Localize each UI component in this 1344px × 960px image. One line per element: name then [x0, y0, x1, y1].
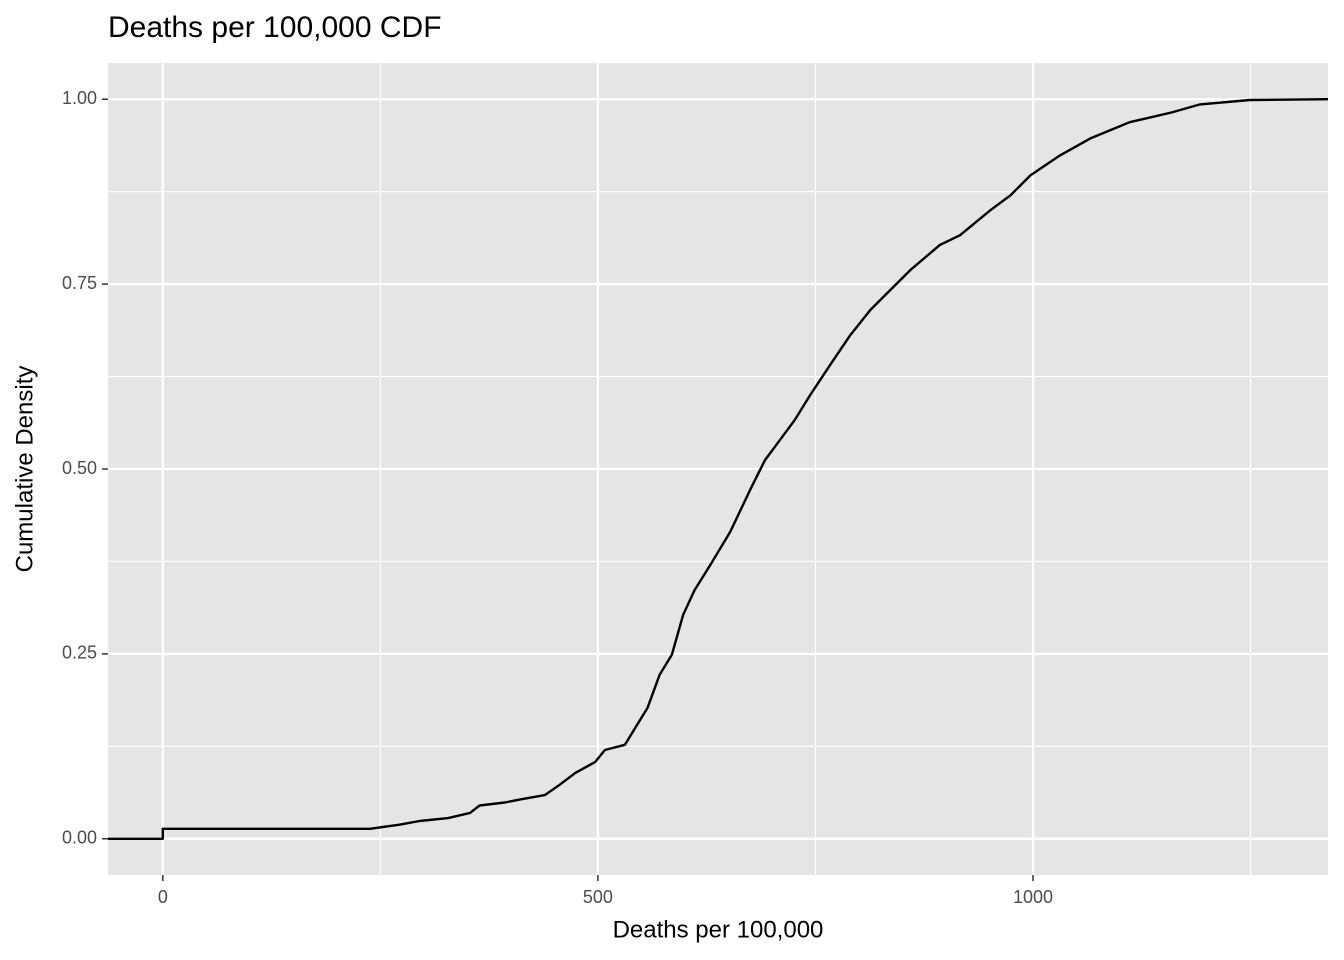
x-tick-label: 1000: [1013, 887, 1053, 907]
y-tick-label: 0.25: [62, 643, 97, 663]
y-tick-label: 0.00: [62, 828, 97, 848]
cdf-line: [108, 98, 1329, 840]
y-axis-label: Cumulative Density: [11, 366, 38, 573]
chart-title: Deaths per 100,000 CDF: [108, 11, 442, 44]
x-tick-label: 500: [583, 887, 613, 907]
y-tick-label: 1.00: [62, 88, 97, 108]
y-tick-label: 0.50: [62, 458, 97, 478]
y-tick-label: 0.75: [62, 273, 97, 293]
x-axis-label: Deaths per 100,000: [613, 916, 824, 943]
x-tick-label: 0: [158, 887, 168, 907]
